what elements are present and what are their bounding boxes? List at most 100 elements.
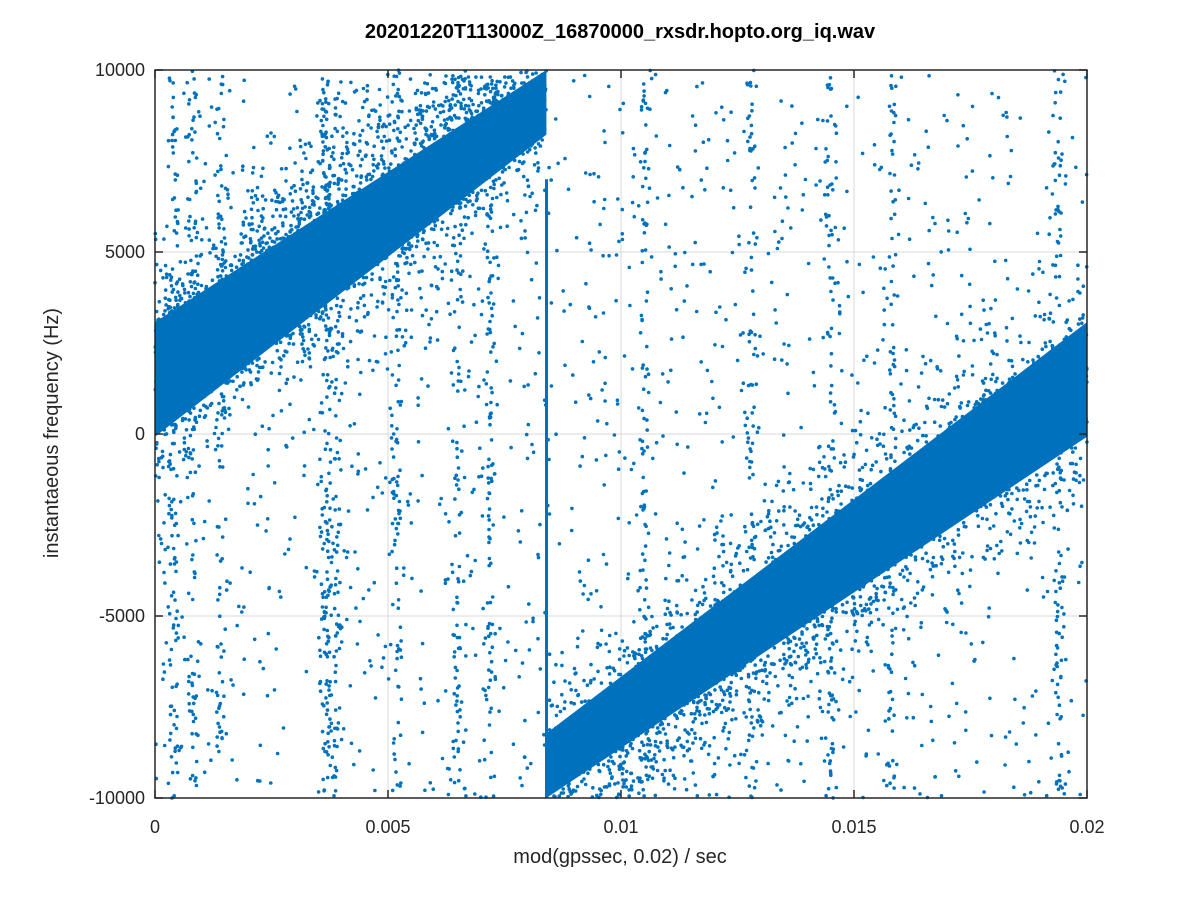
data-point bbox=[451, 128, 456, 133]
data-point bbox=[535, 112, 540, 116]
data-point bbox=[811, 523, 816, 527]
data-point bbox=[915, 459, 920, 463]
data-point bbox=[199, 345, 204, 350]
data-point bbox=[520, 106, 525, 111]
data-point bbox=[317, 226, 322, 230]
data-point bbox=[815, 619, 820, 623]
data-point bbox=[752, 726, 756, 730]
data-point bbox=[724, 609, 728, 614]
data-point bbox=[291, 342, 296, 346]
data-point bbox=[184, 322, 188, 326]
data-point bbox=[257, 356, 261, 361]
data-point bbox=[445, 226, 450, 231]
data-point bbox=[741, 568, 746, 573]
data-point bbox=[249, 307, 254, 312]
data-point bbox=[973, 402, 978, 407]
data-point bbox=[304, 285, 309, 289]
data-point bbox=[808, 589, 813, 594]
data-point bbox=[823, 637, 828, 641]
data-point bbox=[579, 723, 583, 728]
data-point bbox=[479, 165, 484, 169]
data-point bbox=[566, 784, 571, 788]
data-point bbox=[354, 174, 359, 178]
data-point bbox=[988, 426, 992, 431]
data-point bbox=[883, 526, 887, 531]
data-point bbox=[590, 761, 594, 766]
data-point bbox=[1051, 393, 1055, 397]
data-point bbox=[551, 774, 555, 778]
data-point bbox=[801, 557, 805, 561]
data-point bbox=[924, 551, 928, 555]
data-point bbox=[272, 330, 277, 334]
data-point bbox=[606, 701, 611, 706]
data-point bbox=[752, 535, 757, 540]
data-point bbox=[602, 706, 606, 711]
data-point bbox=[629, 709, 633, 713]
data-point bbox=[300, 200, 305, 205]
data-point bbox=[791, 570, 795, 575]
data-point bbox=[723, 721, 728, 726]
data-point bbox=[860, 613, 864, 618]
data-point bbox=[341, 134, 345, 139]
data-point bbox=[734, 689, 739, 693]
data-point bbox=[767, 570, 771, 574]
data-point bbox=[261, 206, 266, 211]
data-point bbox=[222, 304, 226, 308]
data-point bbox=[724, 560, 729, 565]
data-point bbox=[526, 100, 531, 105]
data-point bbox=[483, 141, 487, 146]
data-point bbox=[170, 145, 175, 149]
data-point bbox=[182, 353, 186, 358]
data-point bbox=[708, 678, 712, 683]
data-point bbox=[732, 753, 737, 758]
data-point bbox=[338, 238, 342, 242]
data-point bbox=[208, 313, 213, 317]
data-point bbox=[302, 349, 307, 354]
data-point bbox=[259, 236, 264, 240]
data-point bbox=[733, 622, 738, 627]
data-point bbox=[877, 507, 882, 512]
data-point bbox=[869, 554, 874, 558]
data-point bbox=[665, 647, 669, 651]
data-point bbox=[903, 484, 908, 489]
data-point bbox=[773, 557, 778, 562]
data-point bbox=[407, 215, 412, 220]
data-point bbox=[251, 303, 256, 308]
data-point bbox=[451, 170, 456, 175]
data-point bbox=[263, 318, 267, 323]
data-point bbox=[561, 791, 566, 795]
data-point bbox=[802, 614, 806, 618]
data-point bbox=[987, 479, 991, 484]
data-point bbox=[858, 603, 863, 608]
data-point bbox=[297, 245, 301, 249]
data-point bbox=[189, 284, 194, 289]
data-point bbox=[601, 728, 605, 733]
data-point bbox=[477, 206, 482, 211]
data-point bbox=[399, 216, 404, 220]
data-point bbox=[519, 127, 523, 131]
data-point bbox=[916, 499, 921, 504]
data-point bbox=[815, 512, 819, 517]
data-point bbox=[157, 560, 162, 564]
data-point bbox=[621, 733, 625, 738]
data-point bbox=[1069, 365, 1073, 370]
data-point bbox=[991, 472, 995, 476]
data-point bbox=[1074, 352, 1078, 357]
data-point bbox=[955, 477, 960, 482]
data-point bbox=[419, 296, 424, 300]
data-point bbox=[966, 400, 971, 404]
data-point bbox=[942, 471, 946, 475]
data-point bbox=[372, 334, 377, 338]
data-point bbox=[945, 401, 950, 406]
data-point bbox=[168, 738, 172, 742]
data-point bbox=[572, 701, 576, 706]
data-point bbox=[858, 477, 863, 482]
data-point bbox=[911, 521, 916, 525]
data-point bbox=[167, 503, 172, 508]
data-point bbox=[1071, 502, 1076, 506]
data-point bbox=[787, 695, 792, 700]
data-point bbox=[1018, 517, 1022, 522]
data-point bbox=[420, 269, 424, 273]
data-point bbox=[663, 716, 667, 721]
data-point bbox=[167, 345, 171, 350]
